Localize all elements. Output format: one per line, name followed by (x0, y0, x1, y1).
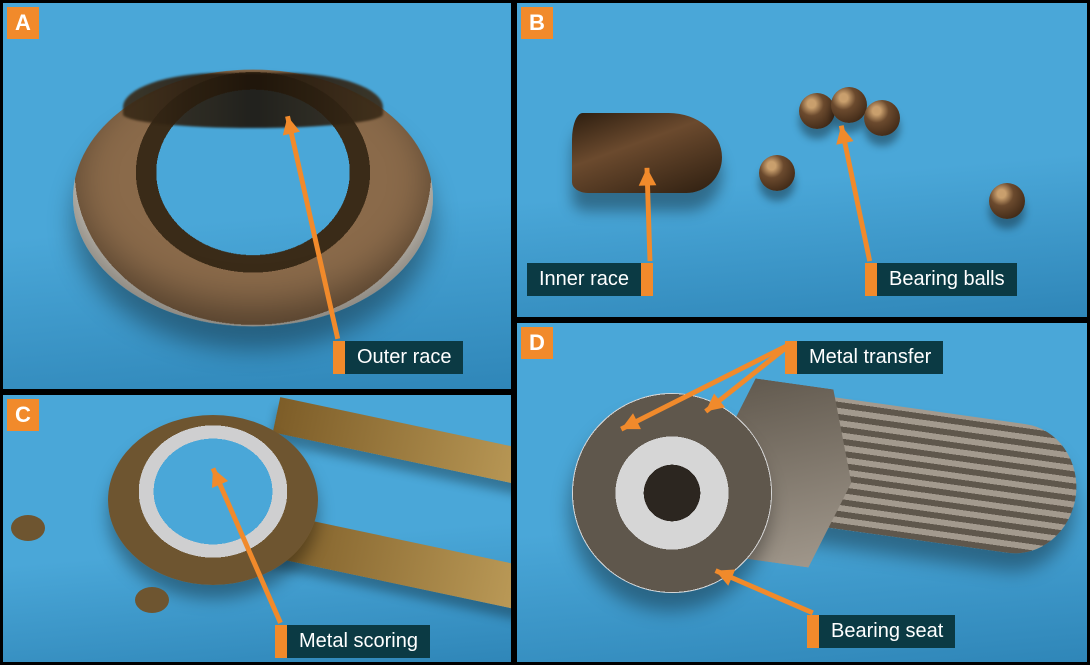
bearing-ball (799, 93, 835, 129)
bearing-ball (989, 183, 1025, 219)
callout: Metal transfer (785, 341, 943, 374)
callout-marker (865, 263, 877, 296)
inner-race-fragment (572, 113, 722, 193)
callout-marker (333, 341, 345, 374)
panel-c: Metal scoring C (0, 392, 514, 665)
panel-a: Outer race A (0, 0, 514, 392)
panel-badge: D (521, 327, 553, 359)
callout-marker (641, 263, 653, 296)
callout-label: Bearing seat (819, 615, 955, 648)
melted-edge (123, 73, 383, 128)
shift-fork-collar (108, 415, 318, 585)
callout: Inner race (527, 263, 653, 296)
callout: Metal scoring (275, 625, 430, 658)
panel-badge: C (7, 399, 39, 431)
callout-marker (275, 625, 287, 658)
panel-b: Inner race Bearing balls B (514, 0, 1090, 320)
mount-lug (135, 587, 169, 613)
callout: Bearing balls (865, 263, 1017, 296)
bearing-ball (831, 87, 867, 123)
bearing-ball (864, 100, 900, 136)
callout-label: Inner race (527, 263, 641, 296)
callout-label: Bearing balls (877, 263, 1017, 296)
bearing-ball (759, 155, 795, 191)
callout-label: Outer race (345, 341, 463, 374)
panel-d: Metal transfer Bearing seat D (514, 320, 1090, 665)
callout-marker (785, 341, 797, 374)
callout-marker (807, 615, 819, 648)
mount-lug (11, 515, 45, 541)
callout-label: Metal scoring (287, 625, 430, 658)
callout: Outer race (333, 341, 463, 374)
callout: Bearing seat (807, 615, 955, 648)
callout-label: Metal transfer (797, 341, 943, 374)
panel-badge: A (7, 7, 39, 39)
panel-badge: B (521, 7, 553, 39)
